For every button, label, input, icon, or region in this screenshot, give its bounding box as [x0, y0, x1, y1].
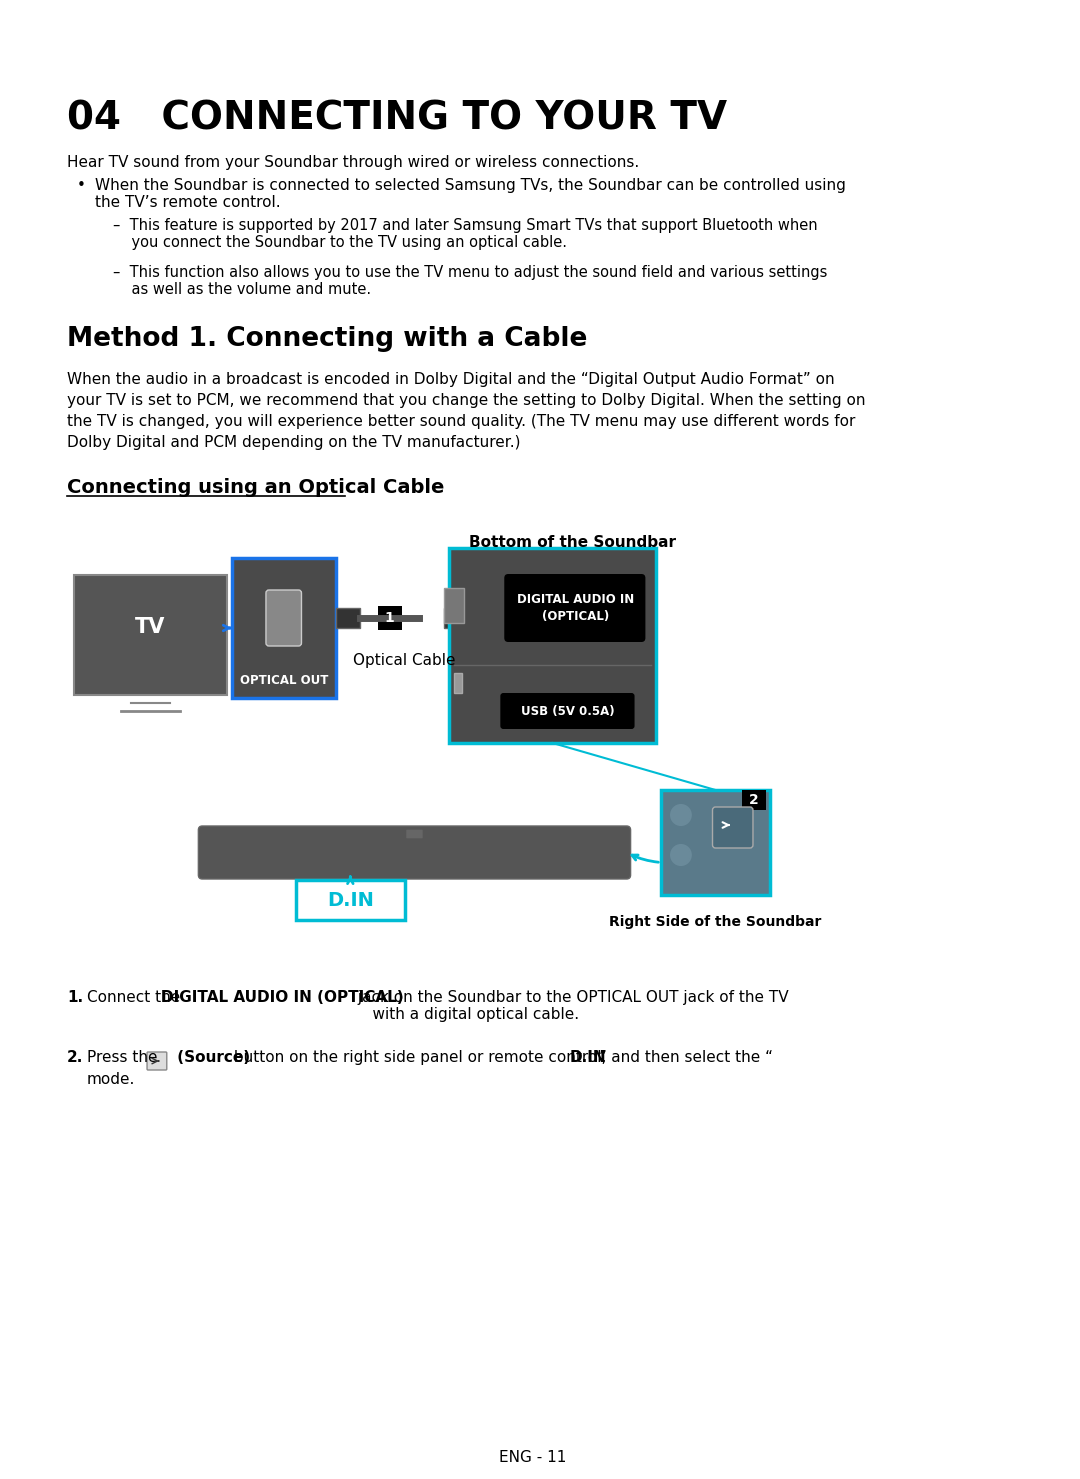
- Text: •: •: [77, 177, 85, 192]
- Text: mode.: mode.: [86, 1072, 135, 1087]
- FancyBboxPatch shape: [661, 790, 770, 895]
- FancyBboxPatch shape: [500, 694, 635, 729]
- FancyBboxPatch shape: [449, 549, 657, 742]
- FancyBboxPatch shape: [296, 880, 405, 920]
- FancyBboxPatch shape: [444, 589, 463, 623]
- Text: DIGITAL AUDIO IN
(OPTICAL): DIGITAL AUDIO IN (OPTICAL): [516, 593, 634, 623]
- Text: TV: TV: [135, 617, 165, 637]
- FancyBboxPatch shape: [504, 574, 646, 642]
- FancyBboxPatch shape: [713, 808, 753, 847]
- FancyBboxPatch shape: [378, 606, 402, 630]
- Text: Connect the: Connect the: [86, 989, 185, 1006]
- Text: ”: ”: [599, 1050, 607, 1065]
- Text: D.IN: D.IN: [327, 890, 374, 910]
- Text: Right Side of the Soundbar: Right Side of the Soundbar: [609, 916, 822, 929]
- FancyBboxPatch shape: [406, 830, 423, 839]
- Text: When the Soundbar is connected to selected Samsung TVs, the Soundbar can be cont: When the Soundbar is connected to select…: [95, 177, 846, 210]
- Text: 1.: 1.: [67, 989, 83, 1006]
- Text: (Source): (Source): [172, 1050, 249, 1065]
- Text: USB (5V 0.5A): USB (5V 0.5A): [521, 704, 615, 717]
- Text: Hear TV sound from your Soundbar through wired or wireless connections.: Hear TV sound from your Soundbar through…: [67, 155, 639, 170]
- Text: OPTICAL OUT: OPTICAL OUT: [240, 673, 328, 686]
- Text: –  This feature is supported by 2017 and later Samsung Smart TVs that support Bl: – This feature is supported by 2017 and …: [112, 217, 818, 250]
- Text: jack on the Soundbar to the OPTICAL OUT jack of the TV
    with a digital optica: jack on the Soundbar to the OPTICAL OUT …: [353, 989, 788, 1022]
- Text: D.IN: D.IN: [569, 1050, 606, 1065]
- Text: When the audio in a broadcast is encoded in Dolby Digital and the “Digital Outpu: When the audio in a broadcast is encoded…: [67, 373, 865, 450]
- Text: –  This function also allows you to use the TV menu to adjust the sound field an: – This function also allows you to use t…: [112, 265, 827, 297]
- FancyBboxPatch shape: [147, 1052, 166, 1069]
- Text: button on the right side panel or remote control, and then select the “: button on the right side panel or remote…: [229, 1050, 773, 1065]
- Text: 04   CONNECTING TO YOUR TV: 04 CONNECTING TO YOUR TV: [67, 101, 727, 138]
- Text: Bottom of the Soundbar: Bottom of the Soundbar: [469, 535, 676, 550]
- FancyBboxPatch shape: [454, 673, 462, 694]
- FancyBboxPatch shape: [266, 590, 301, 646]
- FancyBboxPatch shape: [232, 558, 336, 698]
- Text: Method 1. Connecting with a Cable: Method 1. Connecting with a Cable: [67, 325, 588, 352]
- Text: 2.: 2.: [67, 1050, 83, 1065]
- Circle shape: [671, 845, 691, 865]
- Text: 2: 2: [750, 793, 759, 808]
- Text: Press the: Press the: [86, 1050, 162, 1065]
- Text: ENG - 11: ENG - 11: [499, 1449, 567, 1466]
- FancyBboxPatch shape: [336, 608, 361, 629]
- FancyBboxPatch shape: [742, 790, 766, 810]
- Text: DIGITAL AUDIO IN (OPTICAL): DIGITAL AUDIO IN (OPTICAL): [161, 989, 404, 1006]
- FancyBboxPatch shape: [444, 608, 469, 629]
- Text: Connecting using an Optical Cable: Connecting using an Optical Cable: [67, 478, 445, 497]
- Text: 1: 1: [384, 611, 394, 626]
- FancyBboxPatch shape: [75, 575, 227, 695]
- FancyBboxPatch shape: [199, 825, 631, 879]
- Circle shape: [671, 805, 691, 825]
- Text: Optical Cable: Optical Cable: [353, 654, 456, 669]
